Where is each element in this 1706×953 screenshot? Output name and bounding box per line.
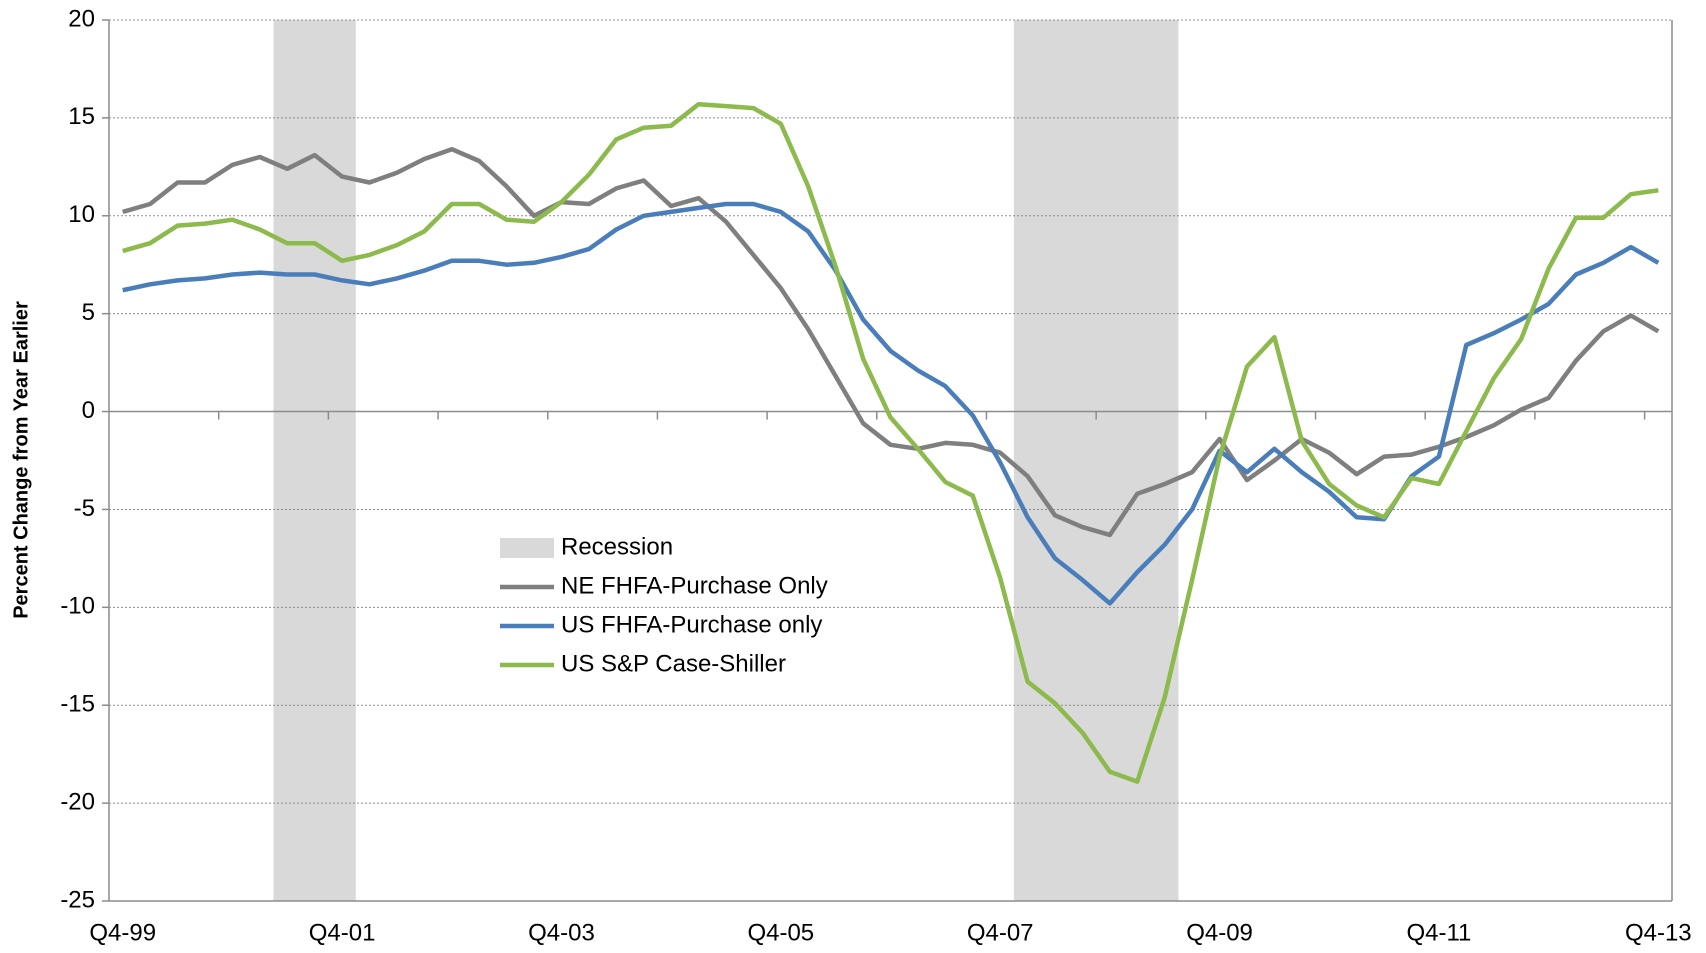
x-tick-label: Q4-11 <box>1406 919 1471 946</box>
y-tick-label: 20 <box>68 5 95 32</box>
y-tick-label: -25 <box>60 886 95 913</box>
x-tick-label: Q4-05 <box>747 919 814 946</box>
legend-label: Recession <box>561 533 673 560</box>
recession-band <box>1013 20 1179 901</box>
recession-band <box>273 20 356 901</box>
x-tick-label: Q4-01 <box>309 919 376 946</box>
legend-swatch <box>500 538 554 558</box>
legend-label: US FHFA-Purchase only <box>561 611 822 638</box>
y-tick-label: 15 <box>68 103 95 130</box>
series-line <box>122 101 1659 784</box>
y-tick-label: 0 <box>82 397 95 424</box>
x-tick-label: Q4-09 <box>1186 919 1253 946</box>
y-tick-label: -20 <box>60 788 95 815</box>
y-tick-label: -5 <box>74 495 95 522</box>
legend-label: NE FHFA-Purchase Only <box>561 572 828 599</box>
series-line <box>122 146 1660 538</box>
y-tick-label: 10 <box>68 201 95 228</box>
x-tick-label: Q4-03 <box>528 919 595 946</box>
x-tick-label: Q4-07 <box>967 919 1034 946</box>
y-tick-label: -15 <box>60 691 95 718</box>
x-tick-label: Q4-13 <box>1625 919 1692 946</box>
y-axis-label: Percent Change from Year Earlier <box>10 301 32 619</box>
legend-label: US S&P Case-Shiller <box>561 650 786 677</box>
y-tick-label: -10 <box>60 593 95 620</box>
x-tick-label: Q4-99 <box>89 919 156 946</box>
y-tick-label: 5 <box>82 299 95 326</box>
